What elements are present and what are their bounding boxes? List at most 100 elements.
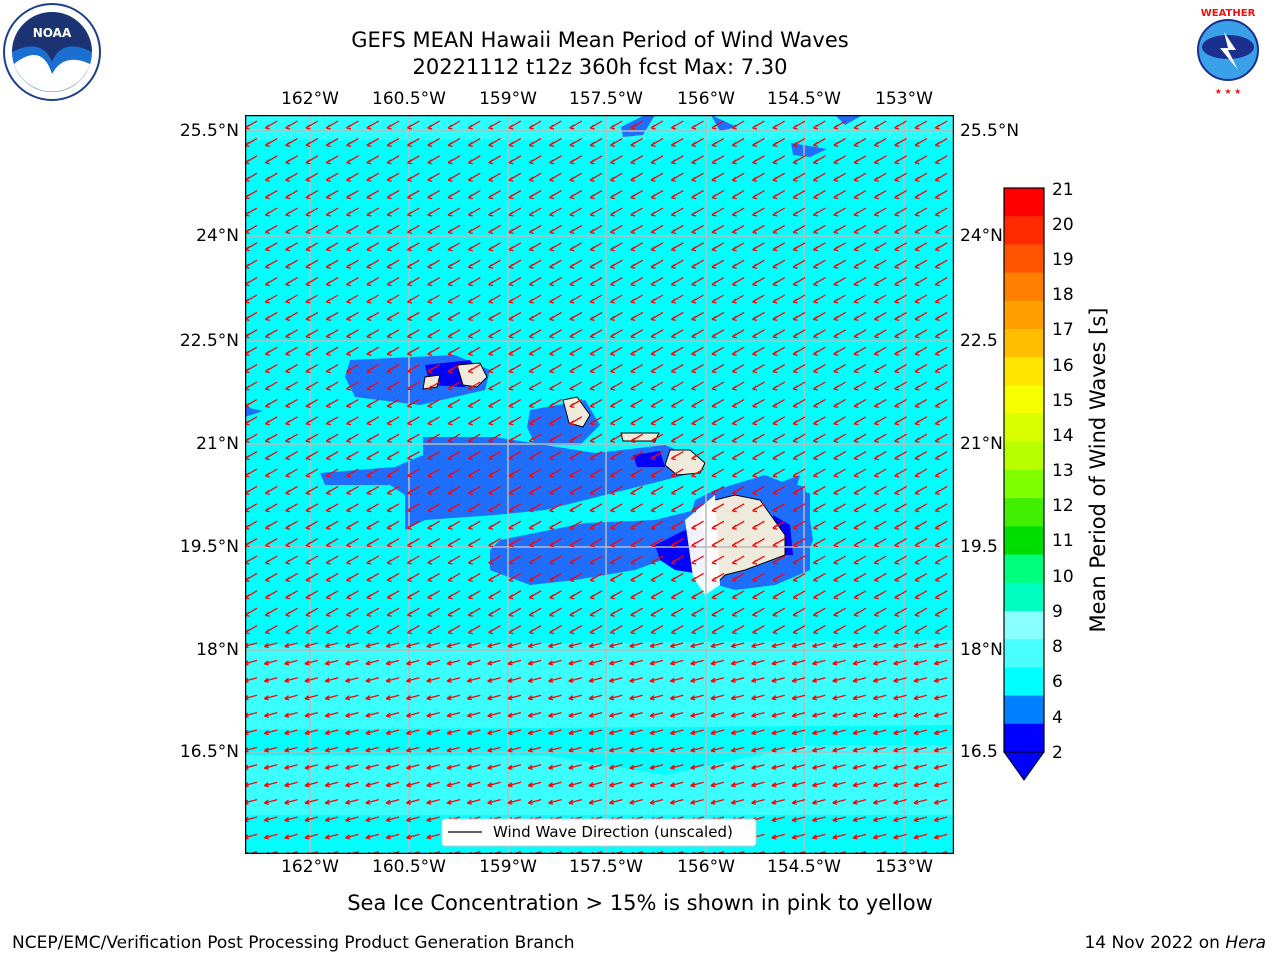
wind-wave-arrow <box>324 642 339 649</box>
wind-wave-arrow <box>386 329 400 339</box>
wind-wave-arrow <box>610 520 623 530</box>
wind-wave-arrow <box>304 833 319 840</box>
wind-wave-arrow <box>569 381 583 391</box>
wind-wave-arrow <box>630 120 644 130</box>
wind-wave-arrow <box>324 694 339 701</box>
wind-wave-arrow <box>711 607 725 617</box>
wind-wave-arrow <box>365 642 379 649</box>
wind-wave-arrow <box>427 485 441 496</box>
wind-wave-arrow <box>670 468 684 478</box>
wind-wave-arrow <box>771 833 785 840</box>
wind-wave-arrow <box>853 259 867 269</box>
wind-wave-arrow <box>569 224 583 235</box>
wind-wave-arrow <box>264 364 278 374</box>
wind-wave-arrow <box>832 764 846 770</box>
colorbar-tick: 12 <box>1052 496 1074 516</box>
wind-wave-arrow <box>690 711 704 718</box>
wind-wave-arrow <box>791 746 806 753</box>
wind-wave-arrow <box>366 329 380 339</box>
wind-wave-arrow <box>669 659 684 666</box>
wind-wave-arrow <box>488 572 501 583</box>
wind-wave-arrow <box>549 416 562 426</box>
wind-wave-arrow <box>426 694 440 701</box>
wind-wave-arrow <box>447 277 461 287</box>
wind-wave-arrow <box>610 137 623 148</box>
wind-wave-arrow <box>285 137 298 148</box>
wind-wave-arrow <box>792 242 806 252</box>
wind-wave-arrow <box>894 468 907 478</box>
wind-wave-arrow <box>934 503 948 513</box>
wind-wave-arrow <box>610 329 623 339</box>
wind-wave-arrow <box>365 711 379 718</box>
wind-wave-arrow <box>589 416 603 426</box>
colorbar-cell <box>1004 639 1044 668</box>
wind-wave-arrow <box>873 555 887 565</box>
wind-wave-arrow <box>771 659 785 666</box>
wind-wave-arrow <box>934 311 948 322</box>
wind-wave-arrow <box>324 659 339 666</box>
wind-wave-arrow <box>549 520 562 530</box>
wind-wave-arrow <box>285 503 298 513</box>
wind-wave-arrow <box>670 172 684 182</box>
wind-wave-arrow <box>427 224 441 235</box>
wind-wave-arrow <box>691 190 704 200</box>
wind-wave-arrow <box>569 190 583 200</box>
wind-wave-arrow <box>629 781 643 788</box>
wind-wave-arrow <box>711 277 725 287</box>
wind-wave-arrow <box>447 259 461 269</box>
wind-wave-arrow <box>548 642 562 649</box>
wind-wave-arrow <box>894 572 907 583</box>
wind-wave-arrow <box>548 677 562 683</box>
wind-wave-arrow <box>630 224 644 235</box>
wind-wave-arrow <box>549 607 562 617</box>
wind-wave-arrow <box>914 346 928 356</box>
wind-wave-arrow <box>569 572 583 583</box>
wind-wave-arrow <box>346 242 359 252</box>
wind-wave-arrow <box>691 294 704 304</box>
wind-wave-arrow <box>264 538 278 548</box>
wind-wave-arrow <box>569 120 583 130</box>
wind-wave-arrow <box>508 398 522 409</box>
wind-wave-arrows <box>245 120 948 854</box>
wind-wave-arrow <box>934 572 948 583</box>
wind-wave-arrow <box>791 816 806 823</box>
wind-wave-arrow <box>630 207 644 217</box>
wind-wave-arrow <box>569 468 583 478</box>
wind-wave-arrow <box>305 120 319 130</box>
wind-wave-arrow <box>610 538 623 548</box>
wind-wave-arrow <box>589 294 603 304</box>
wind-wave-arrow <box>813 398 826 409</box>
wind-wave-arrow <box>325 172 339 182</box>
wind-wave-arrow <box>569 364 583 374</box>
wind-wave-arrow <box>527 798 542 805</box>
wind-wave-arrow <box>488 625 501 635</box>
wind-wave-arrow <box>427 155 441 165</box>
wind-wave-arrow <box>711 259 725 269</box>
wind-wave-arrow <box>345 642 359 649</box>
wind-wave-arrow <box>386 172 400 182</box>
wind-wave-arrow <box>751 677 765 683</box>
wind-wave-arrow <box>833 433 847 443</box>
wind-wave-arrow <box>630 433 644 443</box>
wind-wave-arrow <box>772 555 786 565</box>
wind-wave-arrow <box>752 346 765 356</box>
wind-wave-arrow <box>466 642 481 649</box>
wind-wave-arrow <box>833 607 847 617</box>
colorbar-extend-arrow <box>1003 751 1045 781</box>
wind-wave-arrow <box>853 137 867 148</box>
wind-wave-arrow <box>507 659 522 666</box>
wind-wave-arrow <box>873 503 887 513</box>
wind-wave-arrow <box>569 538 583 548</box>
wind-wave-arrow <box>914 364 928 374</box>
wind-wave-arrow <box>792 572 806 583</box>
wind-wave-arrow <box>873 120 887 130</box>
wind-wave-arrow <box>812 659 826 666</box>
wind-wave-arrow <box>711 364 725 374</box>
wind-wave-arrow <box>894 485 907 496</box>
wind-wave-arrow <box>650 364 664 374</box>
wind-wave-arrow <box>894 329 907 339</box>
wind-wave-arrow <box>670 311 684 322</box>
colorbar-tick: 15 <box>1052 391 1074 411</box>
wind-wave-arrow <box>813 468 826 478</box>
wind-wave-arrow <box>691 120 704 130</box>
